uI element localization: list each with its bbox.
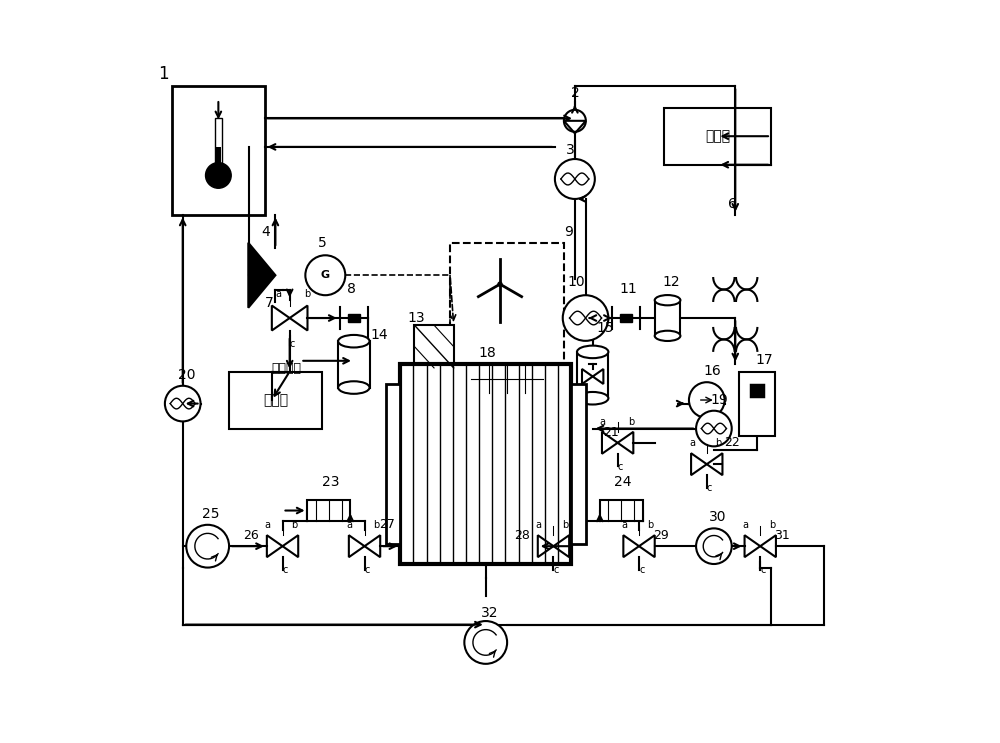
Text: 12: 12: [663, 275, 680, 289]
Text: 31: 31: [775, 529, 790, 542]
Circle shape: [689, 382, 725, 418]
Bar: [414, 325, 454, 368]
Text: a: a: [689, 438, 695, 448]
Text: 18: 18: [479, 346, 496, 360]
Circle shape: [696, 528, 732, 564]
Text: G: G: [321, 270, 330, 280]
Bar: [229, 372, 322, 429]
Circle shape: [206, 163, 231, 188]
Text: b: b: [291, 520, 297, 531]
Ellipse shape: [577, 392, 608, 404]
Text: 16: 16: [703, 364, 721, 378]
Bar: [215, 117, 222, 175]
Text: b: b: [628, 417, 635, 427]
Text: c: c: [639, 565, 644, 575]
Text: a: a: [600, 417, 606, 427]
Ellipse shape: [577, 345, 608, 358]
Bar: [386, 384, 400, 544]
Text: a: a: [742, 520, 748, 531]
Text: 30: 30: [709, 510, 726, 525]
Text: 28: 28: [514, 529, 530, 542]
Text: 19: 19: [710, 392, 728, 406]
Circle shape: [165, 386, 201, 421]
Bar: [571, 384, 586, 544]
Text: 纯水供入: 纯水供入: [272, 362, 302, 374]
Text: 20: 20: [178, 368, 195, 382]
Text: a: a: [621, 520, 627, 531]
Bar: [471, 364, 543, 393]
Text: 11: 11: [619, 282, 637, 296]
Circle shape: [498, 282, 502, 286]
Text: 29: 29: [653, 529, 669, 542]
Bar: [400, 364, 571, 564]
Bar: [348, 314, 360, 322]
Text: a: a: [265, 520, 271, 531]
Text: 21: 21: [603, 426, 619, 438]
Text: c: c: [290, 339, 295, 348]
Ellipse shape: [338, 381, 370, 394]
Text: c: c: [283, 565, 288, 575]
Text: 15: 15: [596, 321, 614, 335]
Bar: [664, 108, 771, 165]
Text: a: a: [347, 520, 353, 531]
Text: 3: 3: [566, 143, 574, 157]
Text: c: c: [365, 565, 370, 575]
Text: 9: 9: [564, 225, 573, 239]
Text: c: c: [760, 565, 766, 575]
Text: 5: 5: [318, 236, 327, 250]
Circle shape: [696, 411, 732, 447]
Text: 25: 25: [202, 507, 219, 521]
Text: 23: 23: [322, 475, 339, 489]
Circle shape: [186, 525, 229, 568]
Circle shape: [564, 110, 586, 132]
Text: 32: 32: [481, 606, 498, 620]
Bar: [750, 384, 764, 398]
Bar: [450, 243, 564, 400]
Ellipse shape: [655, 295, 680, 305]
Text: b: b: [562, 520, 568, 531]
Text: 17: 17: [755, 354, 773, 367]
Bar: [338, 341, 370, 388]
Text: 7: 7: [265, 296, 273, 311]
Text: 1: 1: [158, 65, 168, 83]
Bar: [577, 352, 608, 398]
Text: 27: 27: [379, 519, 395, 531]
Polygon shape: [248, 243, 275, 308]
Bar: [216, 146, 221, 175]
Text: b: b: [304, 288, 310, 299]
Text: 6: 6: [728, 196, 737, 210]
Text: 2: 2: [571, 86, 580, 100]
Text: b: b: [715, 438, 722, 448]
Text: c: c: [618, 462, 623, 472]
Text: b: b: [373, 520, 379, 531]
Text: 13: 13: [407, 311, 425, 325]
Text: c: c: [707, 483, 712, 493]
Text: a: a: [275, 288, 281, 299]
Circle shape: [305, 256, 345, 295]
Text: b: b: [769, 520, 775, 531]
Bar: [655, 300, 680, 336]
Bar: [600, 500, 643, 522]
Text: 26: 26: [243, 529, 259, 542]
Circle shape: [464, 621, 507, 663]
Bar: [739, 372, 775, 435]
Text: 4: 4: [261, 225, 270, 239]
Ellipse shape: [655, 331, 680, 341]
Text: 8: 8: [347, 282, 356, 296]
Text: 14: 14: [370, 328, 388, 343]
Ellipse shape: [338, 335, 370, 348]
Bar: [307, 500, 350, 522]
Text: 24: 24: [614, 475, 632, 489]
Bar: [620, 314, 632, 322]
Text: 10: 10: [568, 275, 585, 289]
Text: b: b: [648, 520, 654, 531]
Text: a: a: [536, 520, 542, 531]
Text: 用氢端: 用氢端: [705, 129, 730, 143]
Text: c: c: [553, 565, 559, 575]
Bar: [172, 86, 265, 215]
Circle shape: [563, 295, 608, 341]
Text: 22: 22: [725, 436, 740, 450]
Circle shape: [555, 159, 595, 199]
Text: 用氧端: 用氧端: [263, 393, 288, 407]
